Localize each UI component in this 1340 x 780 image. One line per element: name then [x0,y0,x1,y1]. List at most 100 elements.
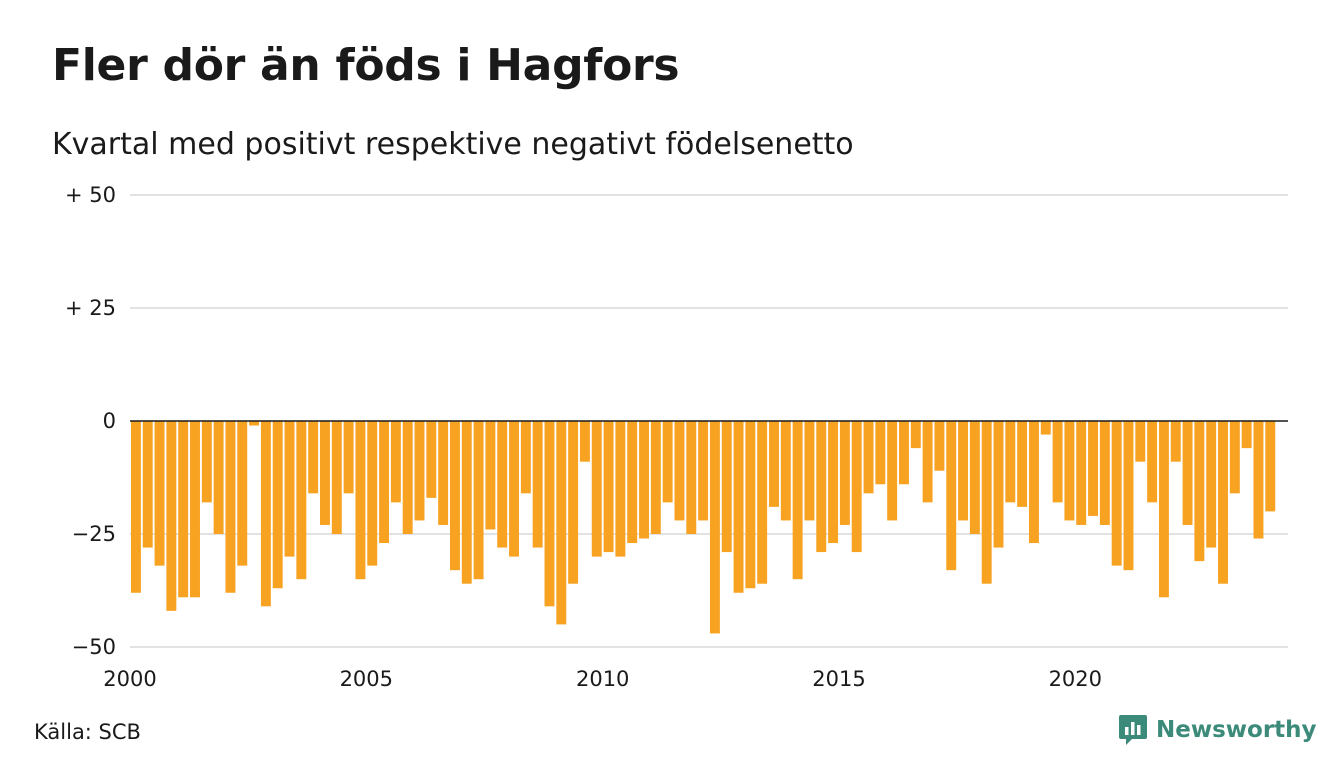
bar [1040,421,1051,435]
bar [1005,421,1016,503]
bar [497,421,508,548]
bar [615,421,626,557]
bar [544,421,555,607]
bar [828,421,839,544]
bar [379,421,390,544]
bar [556,421,567,625]
bar [1088,421,1098,516]
bar [639,421,649,539]
y-tick-label: 0 [103,409,116,433]
bar [1229,421,1240,494]
bar [721,421,732,553]
bar [709,421,720,634]
bar [875,421,886,485]
bar [473,421,484,580]
bar [1135,421,1146,462]
y-tick-label: −25 [72,522,116,546]
bar [946,421,957,571]
bar [260,421,271,607]
bar [839,421,850,525]
bar [1170,421,1181,462]
bar [402,421,413,534]
bar [591,421,602,557]
bar [899,421,909,485]
bar [461,421,472,584]
bar [698,421,709,521]
x-tick-label: 2010 [576,667,629,691]
bar [1218,421,1228,584]
y-tick-label: −50 [72,635,116,659]
bar [1099,421,1110,525]
bar [509,421,519,557]
bar [225,421,236,593]
bar [1076,421,1087,525]
bar [308,421,319,494]
bar [213,421,224,534]
bar [190,421,200,598]
bar [272,421,283,589]
bars [130,421,1276,634]
bar [178,421,189,598]
bar [201,421,212,503]
bar [355,421,366,580]
bar [780,421,791,521]
bar [1158,421,1169,598]
bar [662,421,673,503]
bar [438,421,449,525]
bar [1182,421,1193,525]
bar [851,421,862,553]
bar [1064,421,1075,521]
y-tick-label: + 50 [65,183,116,207]
bar [934,421,945,471]
bar [166,421,177,611]
bar [650,421,661,534]
bar [1052,421,1063,503]
bar [686,421,697,534]
bar [426,421,437,498]
bar [520,421,531,494]
bar [769,421,779,507]
chart-title: Fler dör än föds i Hagfors [52,40,680,91]
bar [579,421,590,462]
bar [1147,421,1158,503]
bar [449,421,460,571]
bar [981,421,992,584]
x-tick-label: 2000 [103,667,156,691]
bar [296,421,307,580]
bar [367,421,378,566]
bar [733,421,744,593]
bar [603,421,614,553]
bar [627,421,638,544]
bar [320,421,330,525]
bar [1206,421,1217,548]
bar [958,421,969,521]
bar [568,421,579,584]
bar [745,421,756,589]
y-tick-labels: + 50 + 25 0 −25 −50 [65,183,116,659]
y-tick-label: + 25 [65,296,116,320]
bar [792,421,803,580]
bar [331,421,342,534]
chart-subtitle: Kvartal med positivt respektive negativt… [52,127,854,162]
bar [757,421,768,584]
x-tick-labels: 2000 2005 2010 2015 2020 [103,667,1102,691]
x-tick-label: 2005 [340,667,393,691]
bar [532,421,543,548]
brand-name: Newsworthy [1156,717,1317,743]
bar [1194,421,1205,562]
bar [922,421,933,503]
source-note: Källa: SCB [34,720,141,744]
bar [1123,421,1134,571]
bar [1017,421,1028,507]
bar [414,421,425,521]
bar [1241,421,1252,449]
x-tick-label: 2020 [1049,667,1102,691]
bar [284,421,295,557]
bar [343,421,354,494]
bar [130,421,141,593]
bar [887,421,898,521]
bar [816,421,827,553]
bar [674,421,685,521]
bar [154,421,165,566]
